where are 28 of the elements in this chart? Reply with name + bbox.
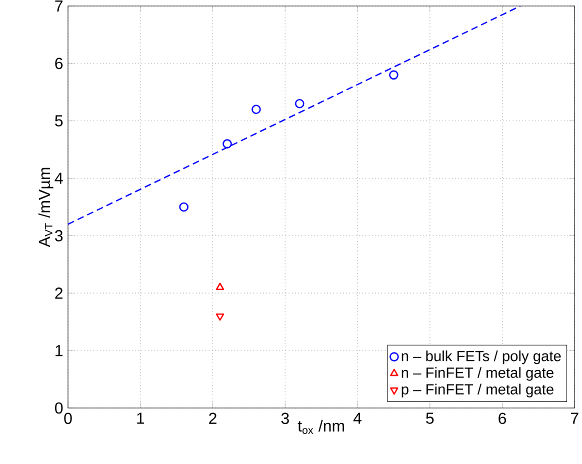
point — [179, 202, 188, 212]
y-tick-label: 7 — [55, 0, 62, 12]
x-tick-label: 3 — [281, 412, 289, 424]
y-tick-label: 0 — [55, 402, 63, 414]
point — [216, 282, 224, 290]
legend-label: p – FinFET / metal gate — [402, 384, 554, 398]
legend-label: n – bulk FETs / poly gate — [402, 350, 561, 364]
x-tick-label: 7 — [571, 412, 578, 424]
legend-label: n – FinFET / metal gate — [402, 367, 554, 381]
y-tick-label: 4 — [54, 172, 63, 184]
x-tick-label: 1 — [137, 412, 144, 424]
y-axis-title: A$_{VT}$ /mVµm — [38, 168, 54, 248]
y-tick-label: 3 — [55, 230, 63, 242]
point — [389, 70, 398, 80]
x-tick-label: 5 — [426, 412, 434, 424]
y-tick-label: 1 — [56, 345, 63, 356]
point — [222, 139, 232, 148]
x-tick-label: 6 — [498, 412, 506, 424]
point — [294, 98, 304, 108]
x-tick-label: 4 — [353, 412, 362, 424]
y-tick-label: 2 — [55, 288, 62, 299]
y-tick-label: 5 — [55, 115, 63, 126]
x-tick-label: 0 — [64, 412, 72, 424]
point — [252, 104, 261, 114]
x-tick-label: 2 — [209, 412, 216, 424]
y-tick-label: 6 — [55, 58, 63, 70]
point — [216, 313, 224, 321]
x-axis-title: t$_{ox}$ /nm — [298, 420, 344, 434]
